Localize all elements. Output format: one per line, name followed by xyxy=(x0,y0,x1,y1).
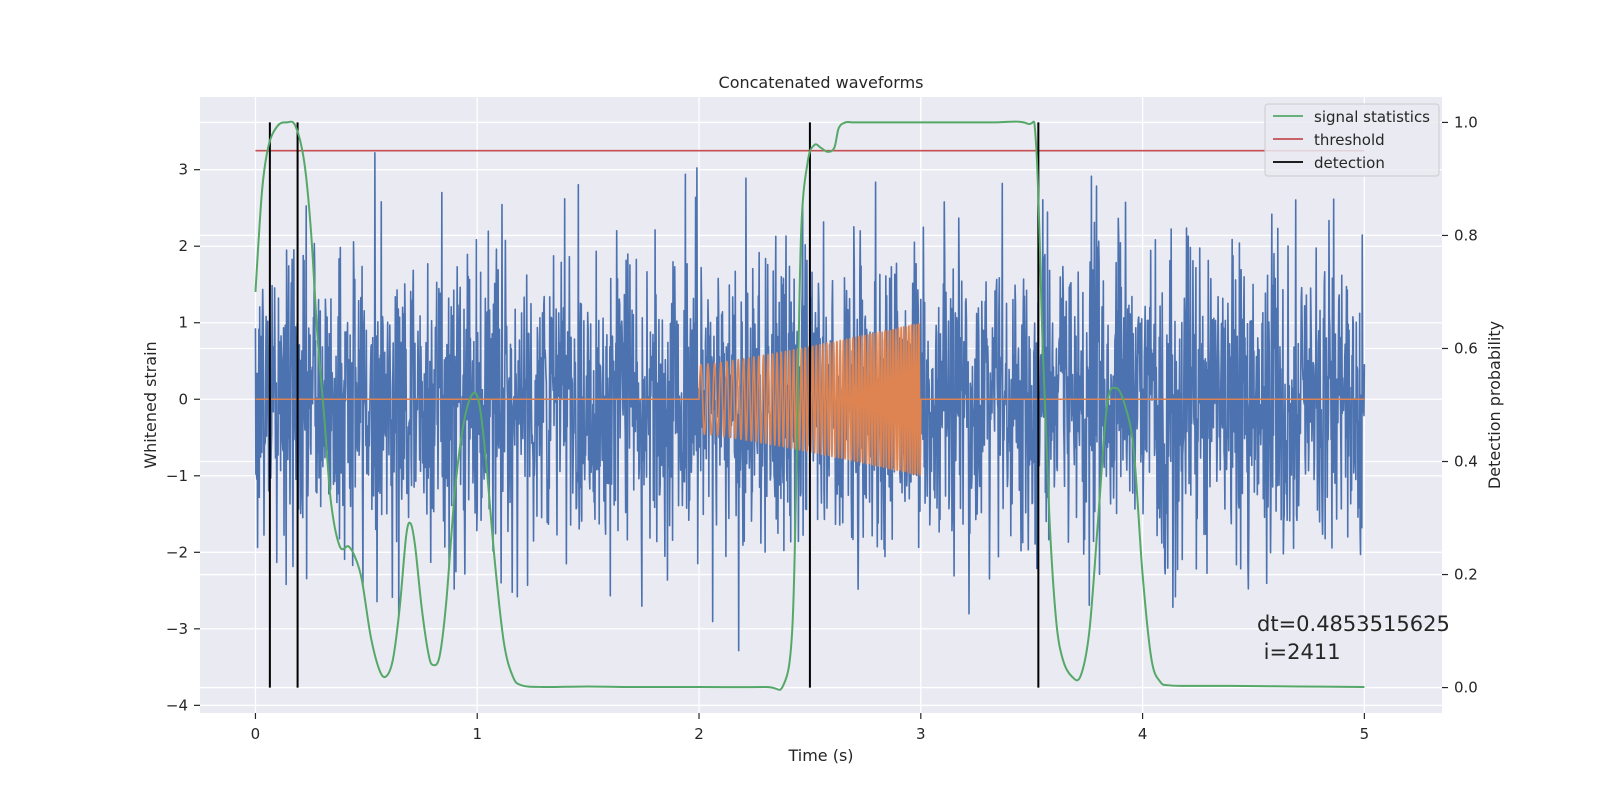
x-tick-label: 0 xyxy=(251,725,261,743)
y-right-tick-label: 0.4 xyxy=(1454,453,1478,471)
y-left-ticks: −4 −3 −2 −1 0 1 2 3 xyxy=(166,161,200,714)
y-right-tick-label: 1.0 xyxy=(1454,113,1478,131)
legend-label-threshold: threshold xyxy=(1314,131,1385,149)
y-left-tick-label: −1 xyxy=(166,467,188,485)
annotation-dt: dt=0.4853515625 xyxy=(1257,612,1450,636)
annotation-i: i=2411 xyxy=(1257,640,1341,664)
signal-statistics-series xyxy=(254,120,1365,691)
y-left-tick-label: −4 xyxy=(166,696,188,714)
y-right-tick-label: 0.0 xyxy=(1454,679,1478,697)
y-left-tick-label: 2 xyxy=(178,237,188,255)
legend-label-signal-statistics: signal statistics xyxy=(1314,108,1430,126)
y-right-axis-label: Detection probability xyxy=(1485,321,1504,489)
x-tick-label: 1 xyxy=(472,725,482,743)
x-tick-label: 5 xyxy=(1360,725,1370,743)
legend: signal statistics threshold detection xyxy=(1264,103,1440,177)
y-left-tick-label: 0 xyxy=(178,390,188,408)
legend-box xyxy=(1264,103,1440,177)
grid-y-right xyxy=(200,121,1442,689)
y-right-tick-label: 0.8 xyxy=(1454,226,1478,244)
y-left-axis-label: Whitened strain xyxy=(141,341,160,468)
y-left-tick-label: −2 xyxy=(166,543,188,561)
legend-label-detection: detection xyxy=(1314,154,1385,172)
chart-title: Concatenated waveforms xyxy=(719,73,924,92)
y-left-tick-label: 3 xyxy=(178,161,188,179)
y-left-tick-label: −3 xyxy=(166,620,188,638)
y-left-tick-label: 1 xyxy=(178,314,188,332)
x-tick-label: 4 xyxy=(1138,725,1148,743)
x-axis-label: Time (s) xyxy=(787,746,853,765)
y-right-tick-label: 0.6 xyxy=(1454,339,1478,357)
y-right-tick-label: 0.2 xyxy=(1454,566,1478,584)
x-tick-label: 2 xyxy=(694,725,704,743)
detection-series xyxy=(268,122,1040,688)
y-right-ticks: 0.0 0.2 0.4 0.6 0.8 1.0 xyxy=(1442,113,1478,697)
x-ticks: 0 1 2 3 4 5 xyxy=(251,713,1369,743)
signal-statistics-line xyxy=(254,120,1365,691)
x-tick-label: 3 xyxy=(916,725,926,743)
